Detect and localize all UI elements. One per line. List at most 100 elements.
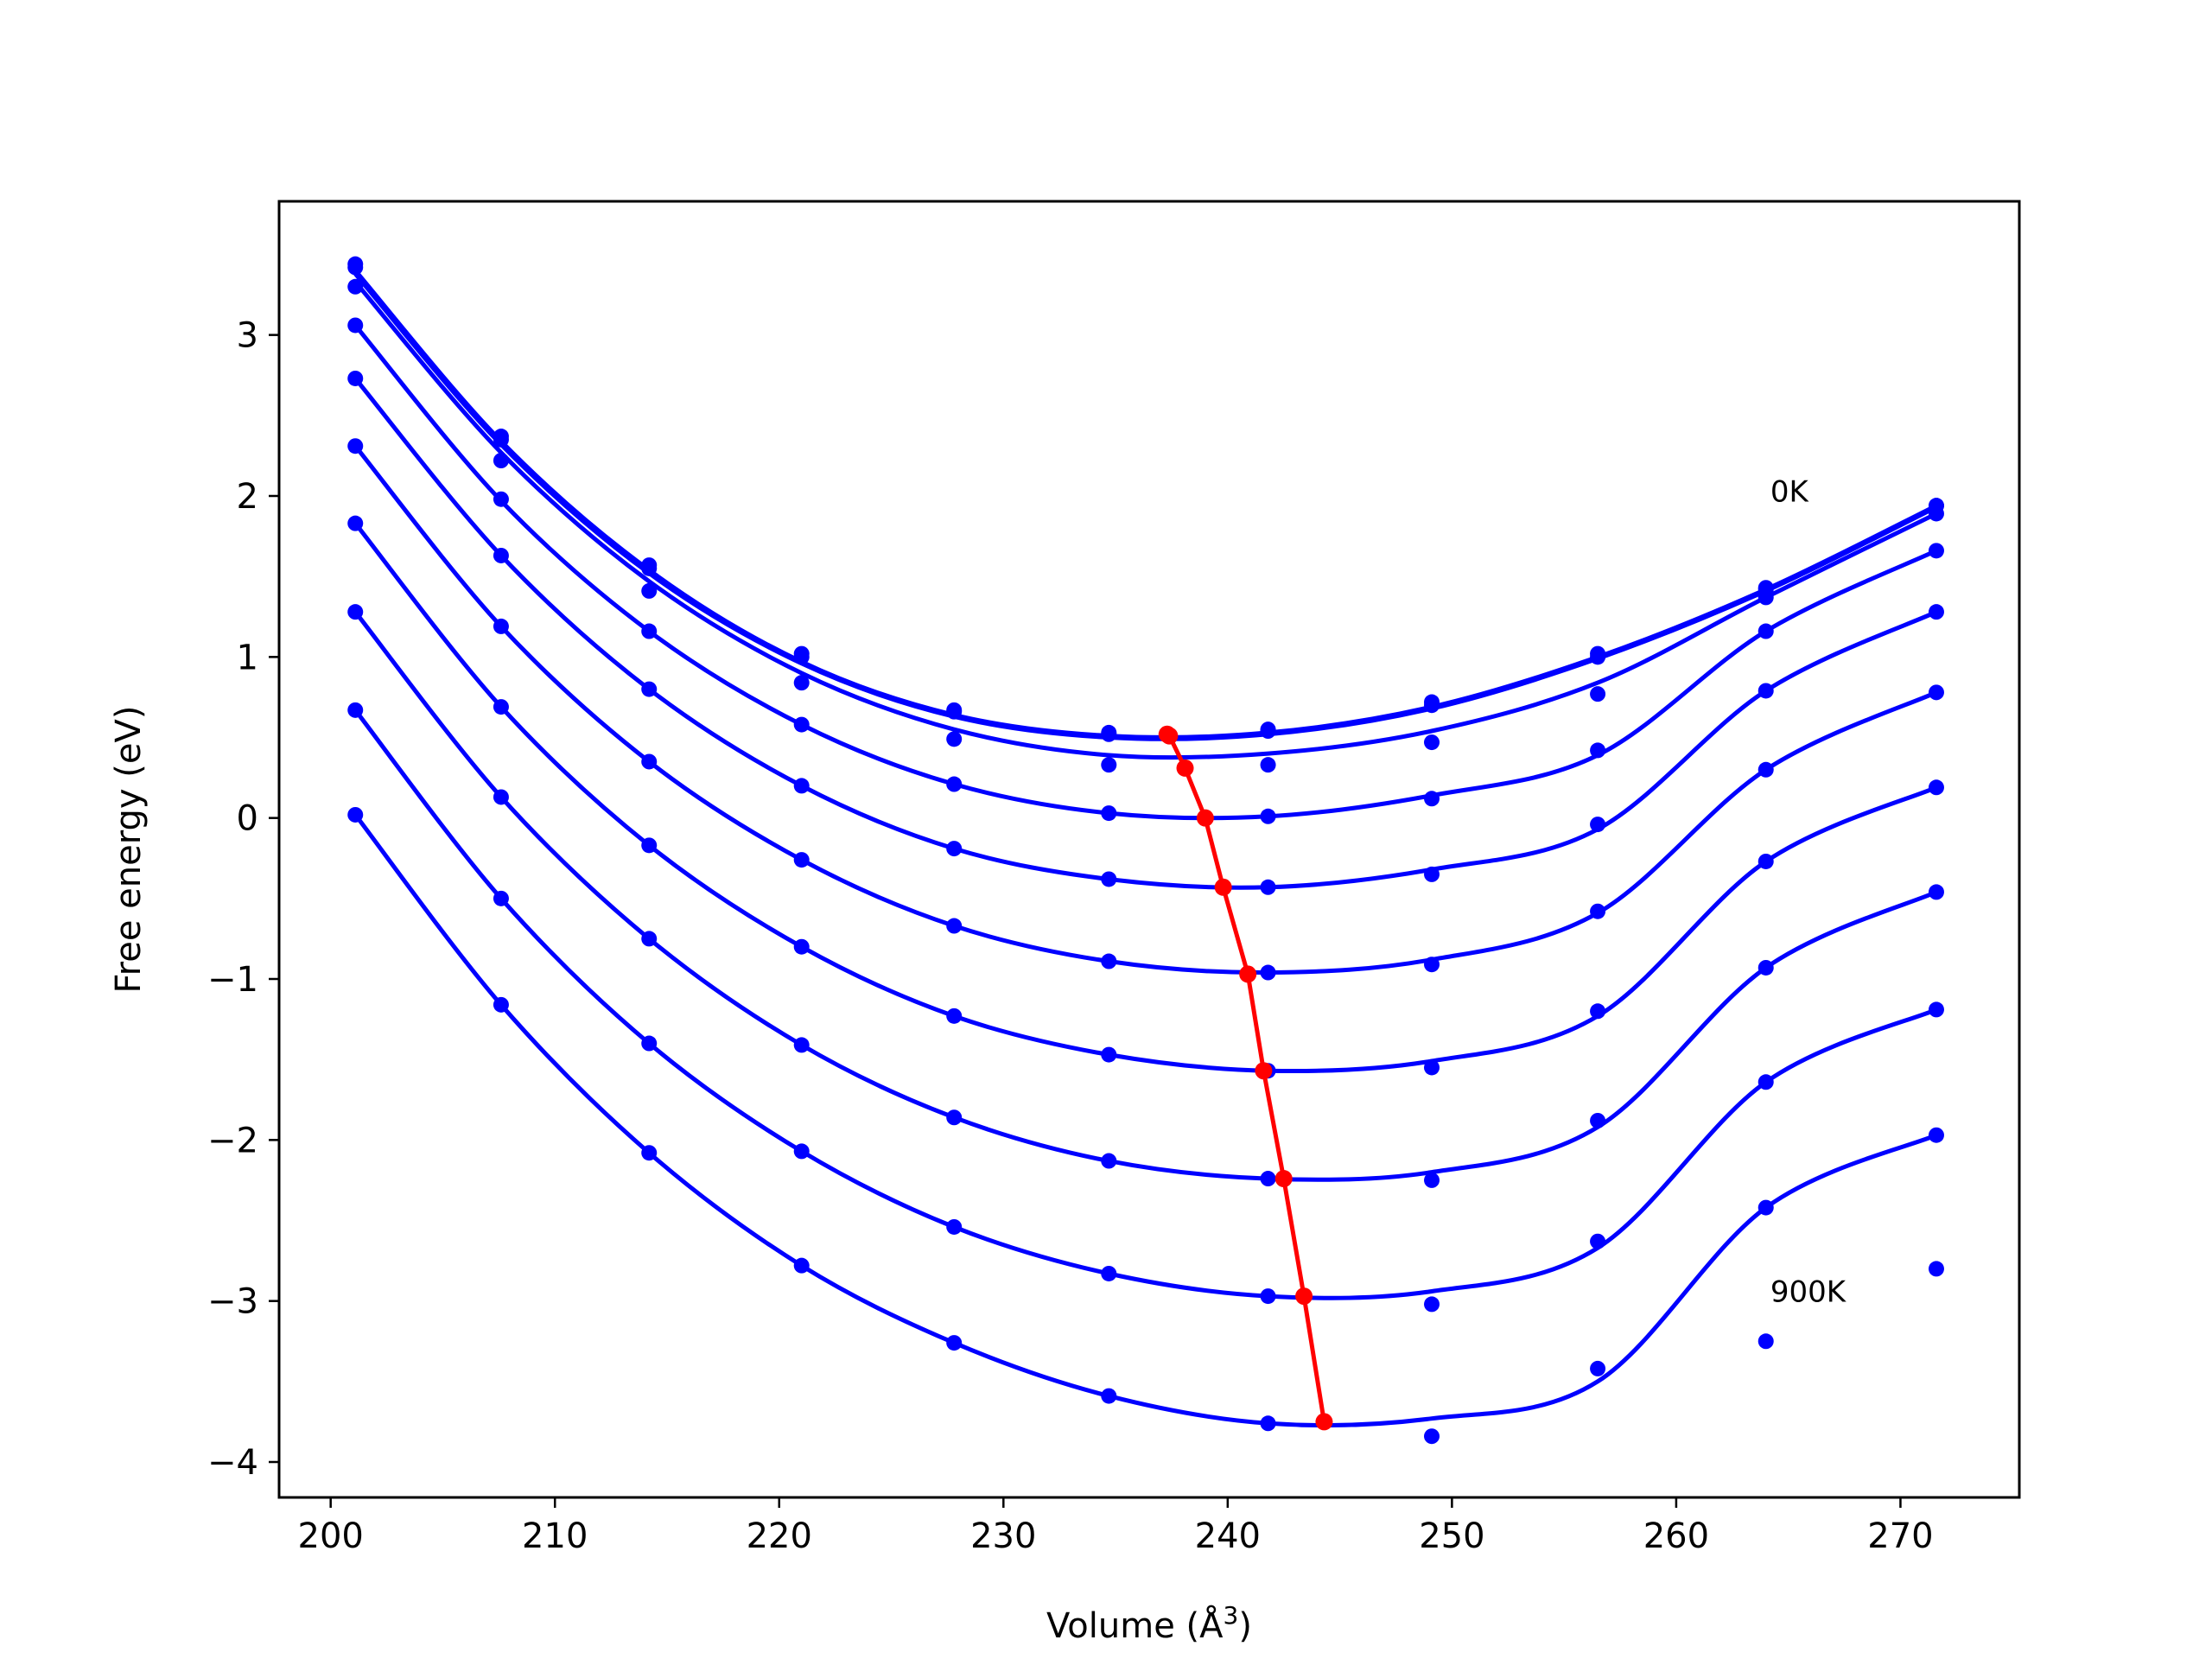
data-point — [946, 1218, 963, 1235]
minimum-point — [1196, 809, 1214, 827]
data-point — [347, 604, 364, 620]
data-point — [946, 731, 963, 747]
data-point — [347, 515, 364, 531]
x-tick-label: 220 — [747, 1516, 812, 1556]
data-point — [493, 789, 509, 805]
data-point — [793, 852, 810, 868]
data-point — [1260, 1415, 1276, 1432]
axis-ticks: 200 210 220 230 240 250 260 270 −4 −3 −2 −1 0 1 2 3 — [207, 316, 1934, 1556]
data-point — [493, 996, 509, 1013]
x-tick-label: 270 — [1867, 1516, 1933, 1556]
data-point — [1260, 808, 1276, 824]
data-point — [641, 837, 658, 854]
data-point — [1101, 726, 1117, 742]
data-point — [347, 370, 364, 386]
data-point — [793, 1257, 810, 1274]
data-point — [946, 1335, 963, 1351]
data-point — [793, 675, 810, 691]
data-point — [493, 699, 509, 715]
data-point — [641, 560, 658, 576]
data-point — [1260, 1288, 1276, 1305]
x-axis-label: Volume (Å3) — [1046, 1601, 1252, 1646]
data-point — [641, 623, 658, 639]
data-point — [493, 453, 509, 468]
data-point — [1260, 964, 1276, 981]
x-tick-label: 200 — [298, 1516, 364, 1556]
minimum-point — [1176, 759, 1194, 777]
data-point — [1590, 686, 1606, 702]
y-tick-label: 1 — [237, 638, 258, 677]
data-point — [641, 931, 658, 947]
x-axis-label-superscript: 3 — [1224, 1601, 1239, 1630]
minima-line — [1166, 732, 1326, 1422]
data-point — [946, 1109, 963, 1126]
data-point — [1928, 604, 1944, 620]
data-point — [946, 703, 963, 720]
data-point — [493, 547, 509, 563]
data-point — [946, 841, 963, 857]
minimum-point — [1255, 1062, 1273, 1080]
data-point — [1424, 734, 1440, 751]
minimum-point — [1274, 1170, 1293, 1188]
data-point — [1424, 866, 1440, 882]
data-point — [1928, 684, 1944, 701]
data-point — [493, 431, 509, 448]
data-point — [1424, 1428, 1440, 1445]
data-point — [1758, 589, 1774, 606]
data-point — [1590, 903, 1606, 919]
data-point — [1260, 1171, 1276, 1187]
y-tick-label: 2 — [237, 477, 258, 517]
data-point — [1590, 1112, 1606, 1128]
data-point — [1260, 757, 1276, 773]
data-point — [1928, 1127, 1944, 1143]
data-point — [793, 1037, 810, 1053]
data-point — [1590, 1233, 1606, 1249]
x-tick-label: 240 — [1195, 1516, 1261, 1556]
data-point — [1101, 871, 1117, 887]
data-point — [1928, 1001, 1944, 1018]
y-tick-label: −3 — [207, 1282, 258, 1322]
fit-curve-2 — [353, 280, 1938, 760]
data-point — [1590, 817, 1606, 833]
data-point — [347, 702, 364, 718]
x-tick-label: 230 — [970, 1516, 1036, 1556]
data-point — [641, 1145, 658, 1161]
data-point — [1101, 1265, 1117, 1281]
data-point — [641, 753, 658, 770]
data-point — [1758, 623, 1774, 639]
y-tick-label: 3 — [237, 316, 258, 356]
y-tick-label: −2 — [207, 1121, 258, 1160]
x-axis-label-main: Volume (Å — [1046, 1605, 1224, 1646]
data-point — [1928, 1261, 1944, 1277]
x-tick-label: 260 — [1643, 1516, 1709, 1556]
data-point — [641, 582, 658, 599]
plot-frame — [277, 200, 2021, 1499]
annotation-900k: 900K — [1770, 1274, 1847, 1309]
data-point — [1758, 853, 1774, 869]
x-axis-label-close: ) — [1238, 1606, 1252, 1646]
data-point — [1101, 1388, 1117, 1404]
data-point — [1590, 649, 1606, 665]
data-point — [946, 776, 963, 792]
data-point — [793, 649, 810, 665]
data-point — [1758, 683, 1774, 699]
y-tick-label: 0 — [237, 799, 258, 839]
data-point — [347, 259, 364, 276]
y-tick-label: −1 — [207, 960, 258, 1000]
data-point — [1758, 1199, 1774, 1216]
data-point — [347, 806, 364, 823]
data-point — [793, 778, 810, 794]
data-point — [347, 317, 364, 334]
annotation-0k: 0K — [1770, 474, 1810, 509]
data-point — [946, 918, 963, 934]
data-point — [1758, 1074, 1774, 1090]
y-axis-label: Free energy (eV) — [109, 706, 149, 994]
data-point — [347, 278, 364, 295]
data-point — [793, 716, 810, 733]
data-point — [1424, 791, 1440, 807]
data-point — [641, 681, 658, 697]
data-point — [1424, 697, 1440, 714]
minimum-point — [1160, 727, 1179, 745]
data-point — [1101, 953, 1117, 969]
